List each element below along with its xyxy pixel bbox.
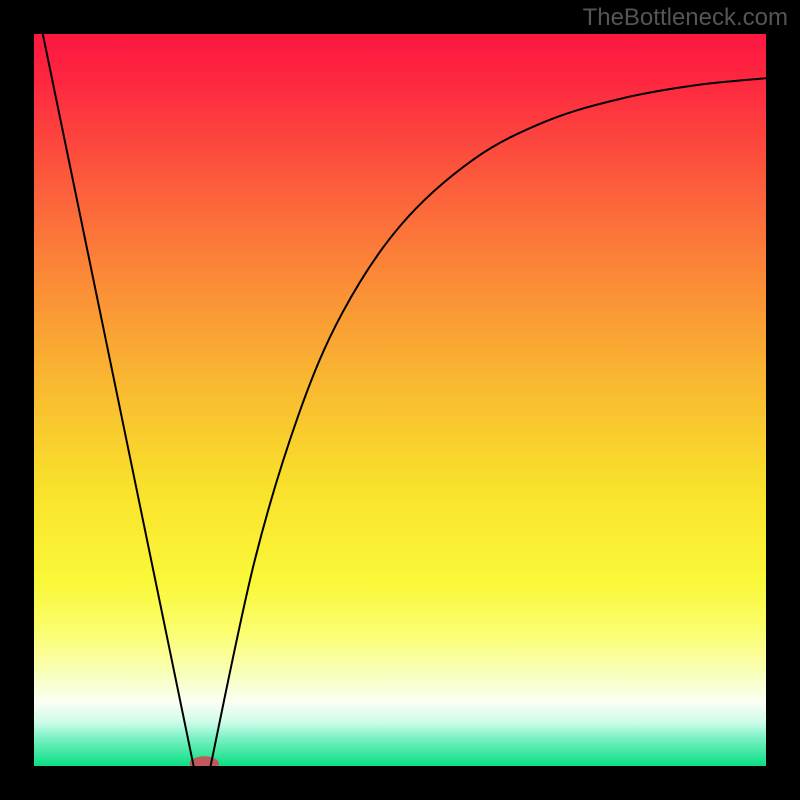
plot-background xyxy=(34,34,768,768)
chart-container: TheBottleneck.com xyxy=(0,0,800,800)
bottleneck-chart xyxy=(0,0,800,800)
